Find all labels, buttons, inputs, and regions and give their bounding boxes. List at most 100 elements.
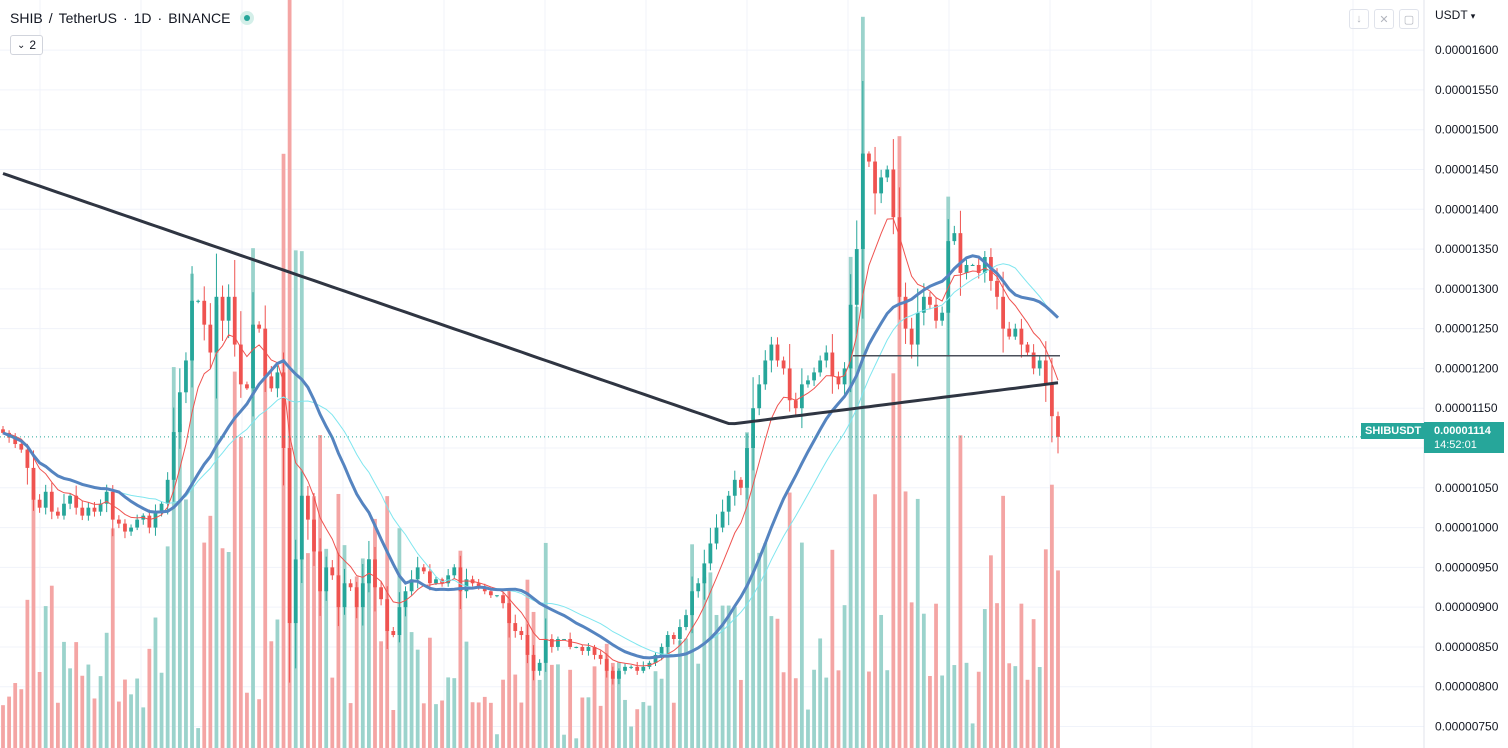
candle-body — [556, 638, 560, 647]
candle-body — [537, 662, 542, 671]
volume-bar — [1, 705, 5, 748]
price-tick-label: 0.00000900 — [1435, 600, 1499, 614]
volume-bar — [470, 702, 475, 748]
volume-bar — [690, 544, 694, 748]
volume-bar — [836, 670, 841, 748]
candle-body — [232, 296, 237, 345]
volume-bar — [1019, 603, 1024, 748]
candle-body — [976, 264, 981, 273]
collapse-icon[interactable]: ✕ — [1374, 9, 1394, 29]
candle-body — [824, 352, 829, 361]
candle-body — [104, 491, 109, 504]
candle-body — [495, 595, 499, 597]
candle-body — [318, 551, 323, 592]
volume-bar — [476, 702, 481, 748]
candle-body — [458, 567, 463, 592]
volume-bar — [665, 640, 670, 748]
candle-body — [184, 360, 188, 393]
volume-bar — [360, 558, 365, 748]
volume-bar — [306, 553, 310, 748]
volume-bar — [915, 498, 920, 748]
candle-body — [1025, 344, 1030, 353]
interval-label[interactable]: 1D — [133, 10, 152, 26]
candle-body — [427, 571, 432, 584]
volume-bar — [696, 663, 701, 748]
volume-bar — [982, 609, 987, 748]
candle-body — [958, 233, 963, 273]
volume-bar — [324, 548, 329, 748]
volume-bar — [940, 675, 945, 748]
volume-bar — [763, 542, 768, 748]
candle-body — [409, 579, 414, 592]
volume-bar — [43, 606, 48, 748]
candle-body — [226, 296, 231, 321]
volume-bar — [525, 579, 530, 748]
volume-bar — [171, 367, 176, 748]
candle-body — [531, 654, 536, 671]
scroll-to-latest-icon[interactable]: ↓ — [1349, 9, 1369, 29]
volume-bar — [885, 670, 890, 748]
volume-bar — [25, 599, 30, 748]
volume-bar — [232, 371, 237, 748]
candle-body — [519, 631, 524, 636]
volume-bar — [604, 643, 609, 748]
volume-bar — [409, 632, 414, 748]
volume-bar — [269, 641, 274, 748]
volume-bar — [214, 305, 219, 748]
volume-bar — [799, 542, 804, 748]
candle-body — [80, 507, 85, 516]
candle-body — [580, 646, 585, 651]
candle-body — [525, 635, 530, 655]
volume-bar — [556, 664, 560, 748]
candle-body — [330, 567, 335, 576]
volume-bar — [348, 703, 353, 748]
volume-bar — [147, 648, 152, 748]
candle-body — [1013, 328, 1018, 337]
volume-bar — [653, 671, 658, 748]
candle-body — [842, 368, 847, 385]
volume-bar — [257, 699, 262, 748]
candle-body — [135, 519, 140, 528]
exchange-label: BINANCE — [168, 10, 231, 26]
price-tick-label: 0.00001300 — [1435, 282, 1499, 296]
volume-bar — [202, 542, 207, 748]
candle-body — [549, 638, 554, 647]
candle-body — [367, 559, 371, 584]
volume-bar — [68, 668, 72, 748]
symbol-name[interactable]: SHIB — [10, 10, 43, 26]
last-price-value: 0.00001114 — [1434, 425, 1491, 437]
price-tick-label: 0.00001250 — [1435, 322, 1499, 336]
maximize-icon[interactable]: ▢ — [1399, 9, 1419, 29]
candle-body — [31, 467, 36, 500]
volume-bar — [354, 576, 359, 748]
candle-body — [464, 579, 469, 592]
volume-bar — [989, 555, 993, 748]
moving-average-lines — [2, 172, 1060, 667]
candle-body — [684, 615, 688, 628]
candle-body — [165, 479, 170, 504]
candle-body — [757, 384, 762, 409]
candle-body — [720, 511, 725, 528]
candle-body — [836, 376, 841, 385]
candle-body — [964, 264, 969, 273]
volume-bar — [641, 702, 646, 748]
candle-body — [1050, 384, 1054, 417]
candle-body — [891, 169, 896, 218]
volume-bar — [55, 702, 60, 748]
currency-select[interactable]: USDT ▾ — [1435, 8, 1475, 22]
candle-body — [421, 567, 426, 572]
volume-bar — [995, 603, 999, 748]
symbol-price-label: SHIBUSDT — [1361, 423, 1426, 439]
volume-bar — [245, 692, 249, 748]
candle-body — [787, 368, 792, 401]
volume-bar — [830, 549, 835, 748]
indicators-toggle-button[interactable]: ⌄ 2 — [10, 35, 44, 55]
volume-bar — [1056, 570, 1060, 748]
candle-body — [781, 360, 786, 369]
volume-bar — [848, 256, 853, 748]
candle-body — [1056, 416, 1060, 437]
volume-bar — [1001, 495, 1006, 748]
candle-body — [123, 523, 127, 532]
volume-bar — [104, 632, 109, 748]
